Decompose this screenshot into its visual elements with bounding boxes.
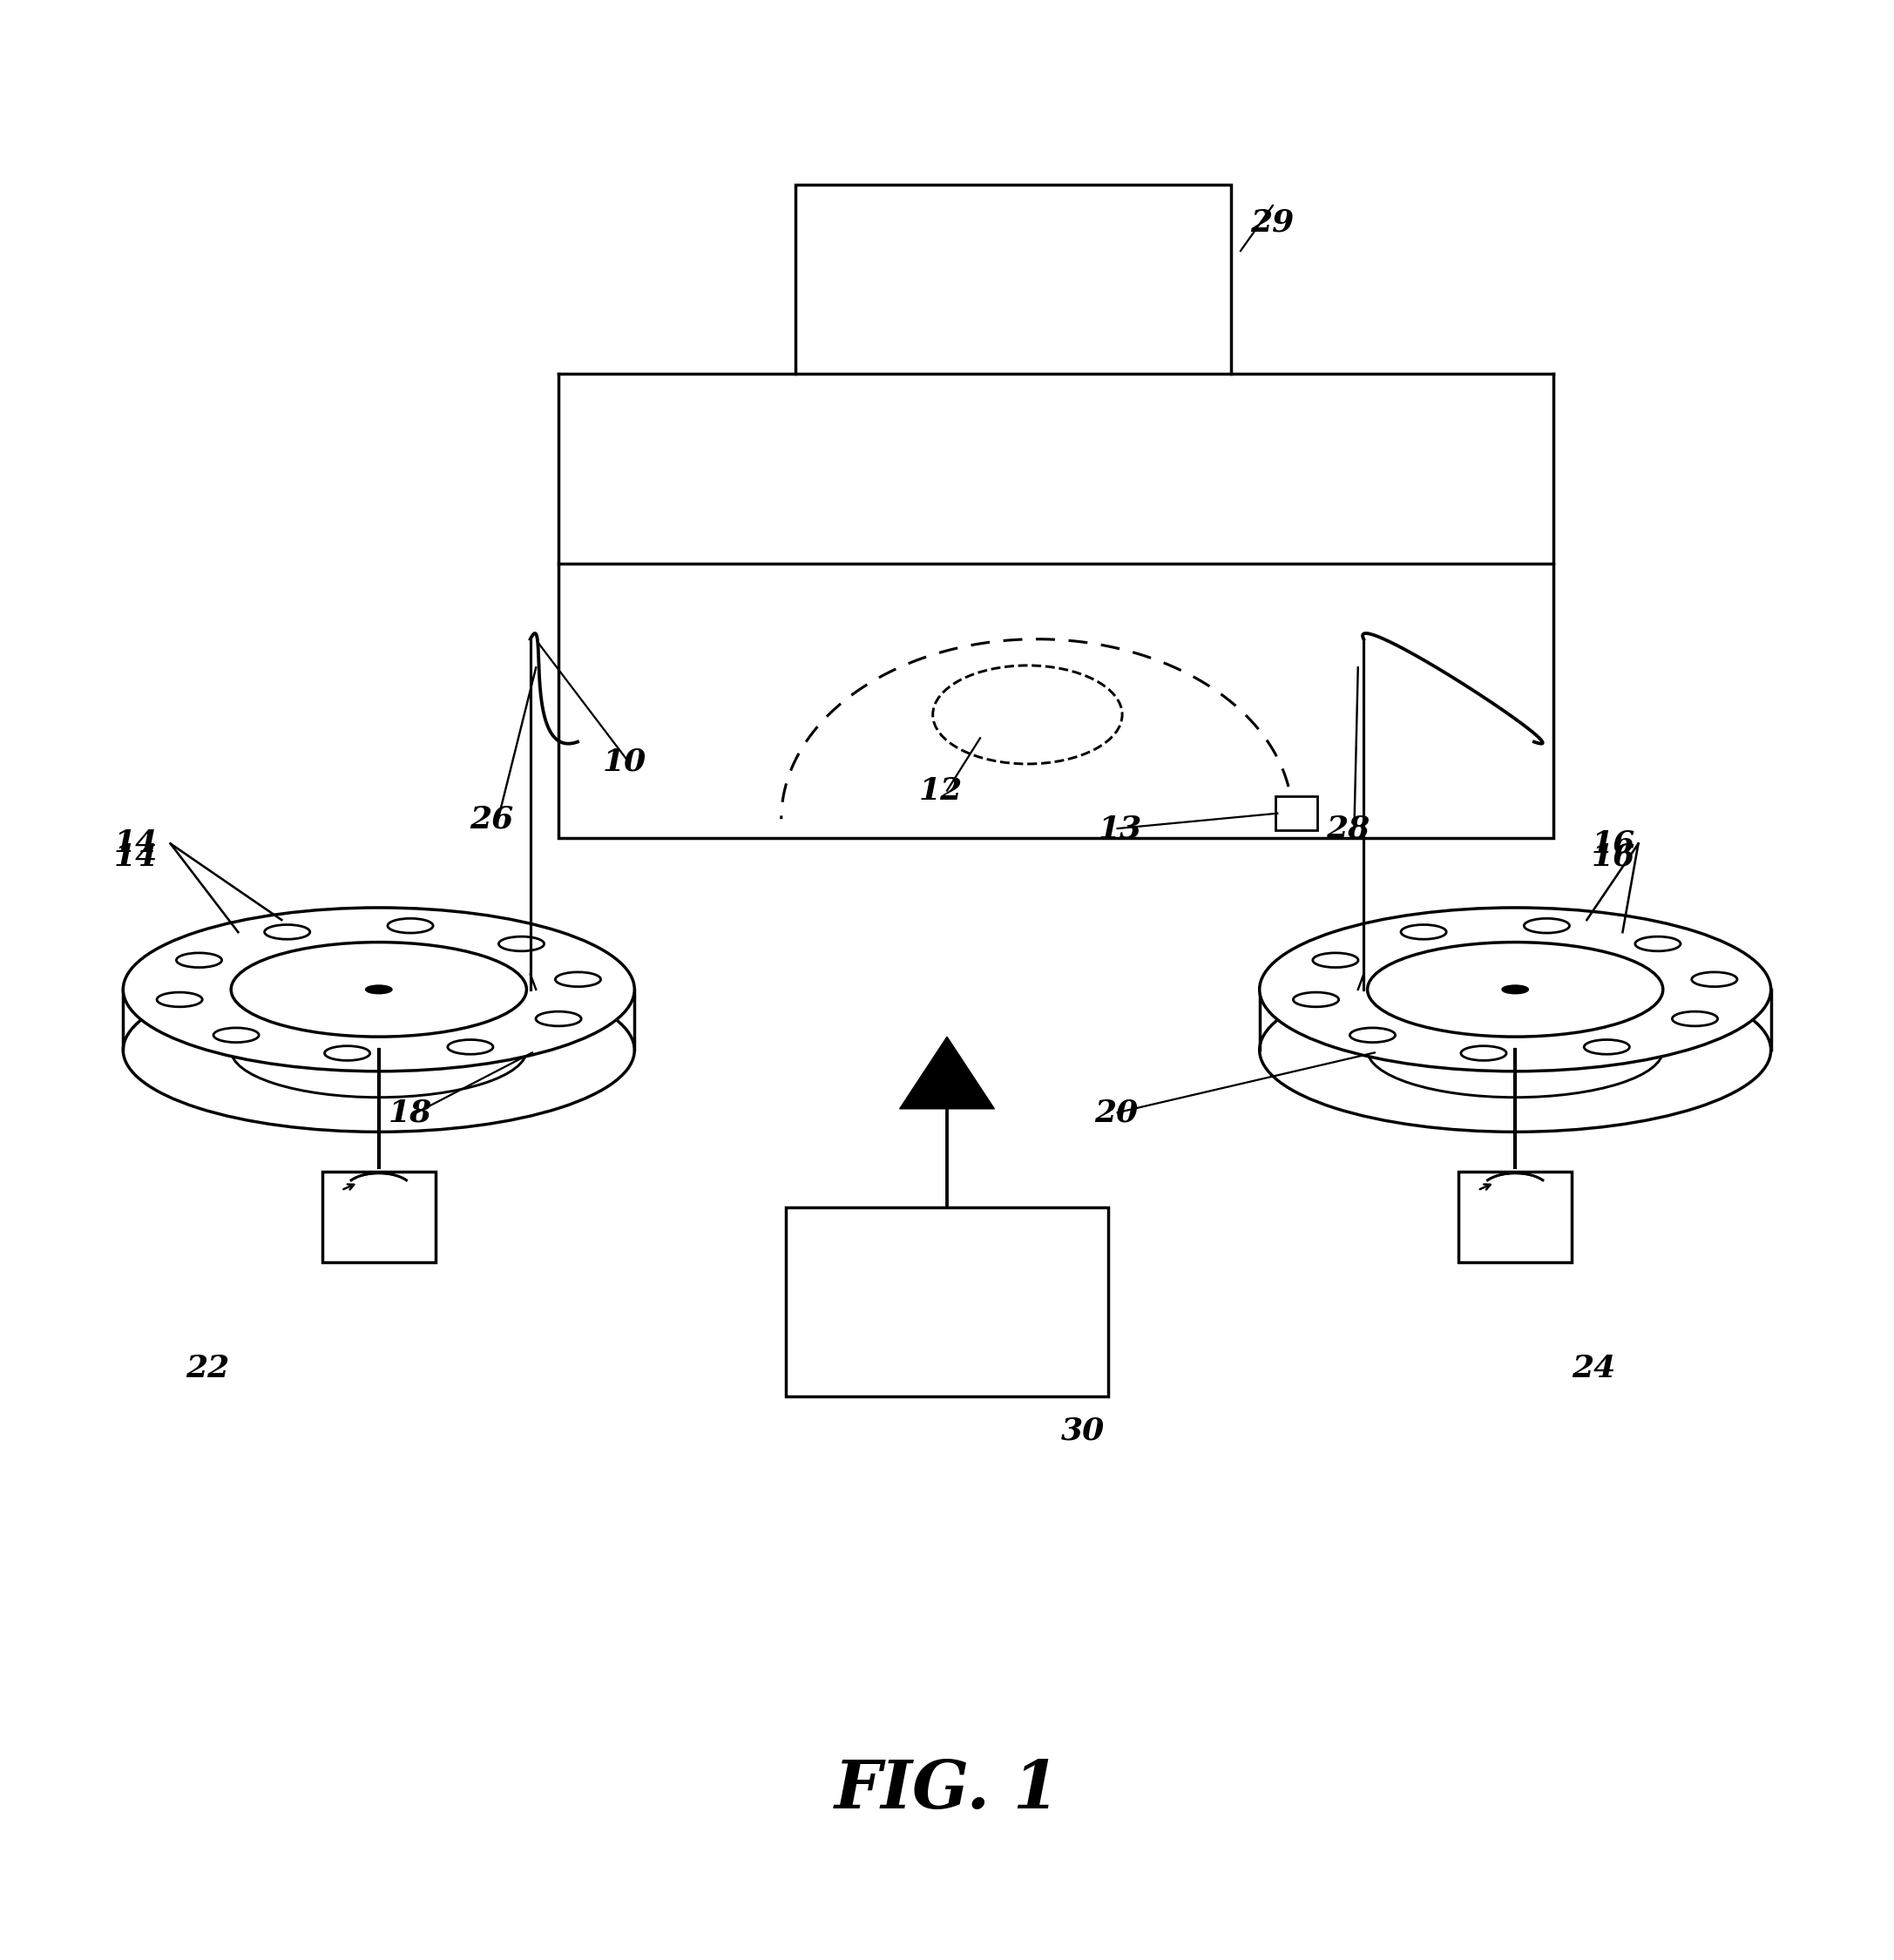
Text: 20: 20 [1095, 1098, 1138, 1127]
Ellipse shape [1313, 953, 1358, 968]
Bar [559, 563, 1553, 839]
Ellipse shape [1502, 986, 1528, 994]
Ellipse shape [324, 1047, 369, 1060]
Bar [322, 1172, 436, 1262]
Text: 29: 29 [1250, 208, 1294, 237]
Text: 24: 24 [1572, 1354, 1616, 1384]
Ellipse shape [1350, 1027, 1396, 1043]
Ellipse shape [1525, 919, 1570, 933]
Ellipse shape [123, 907, 634, 1072]
Ellipse shape [366, 986, 392, 994]
Ellipse shape [157, 992, 203, 1007]
Polygon shape [900, 1037, 994, 1109]
Text: 14: 14 [114, 829, 157, 858]
Text: 22: 22 [186, 1354, 229, 1384]
Ellipse shape [388, 919, 434, 933]
Ellipse shape [265, 925, 311, 939]
Ellipse shape [1672, 1011, 1718, 1025]
Text: 26: 26 [470, 804, 513, 833]
Ellipse shape [536, 1011, 581, 1025]
Ellipse shape [231, 943, 527, 1037]
Ellipse shape [555, 972, 600, 986]
Text: 13: 13 [1099, 813, 1142, 843]
Text: FIG. 1: FIG. 1 [833, 1758, 1061, 1823]
Text: 12: 12 [919, 776, 962, 806]
Ellipse shape [1260, 907, 1771, 1072]
Text: 16: 16 [1591, 843, 1635, 872]
Ellipse shape [176, 953, 222, 968]
Ellipse shape [1460, 1047, 1506, 1060]
Bar [1458, 1172, 1572, 1262]
Ellipse shape [1402, 925, 1447, 939]
Text: 14: 14 [114, 843, 157, 872]
Text: 10: 10 [602, 747, 646, 776]
Ellipse shape [447, 1039, 492, 1054]
Text: 16: 16 [1591, 829, 1635, 858]
Text: 30: 30 [1061, 1415, 1104, 1446]
Ellipse shape [1691, 972, 1737, 986]
Ellipse shape [214, 1027, 259, 1043]
Ellipse shape [1294, 992, 1339, 1007]
Text: 18: 18 [388, 1098, 432, 1127]
Text: 28: 28 [1326, 813, 1369, 843]
Ellipse shape [1635, 937, 1680, 951]
Ellipse shape [498, 937, 544, 951]
Ellipse shape [1583, 1039, 1629, 1054]
Bar [786, 1207, 1108, 1397]
Ellipse shape [1367, 943, 1663, 1037]
Bar [1277, 796, 1318, 831]
Bar [795, 184, 1231, 374]
